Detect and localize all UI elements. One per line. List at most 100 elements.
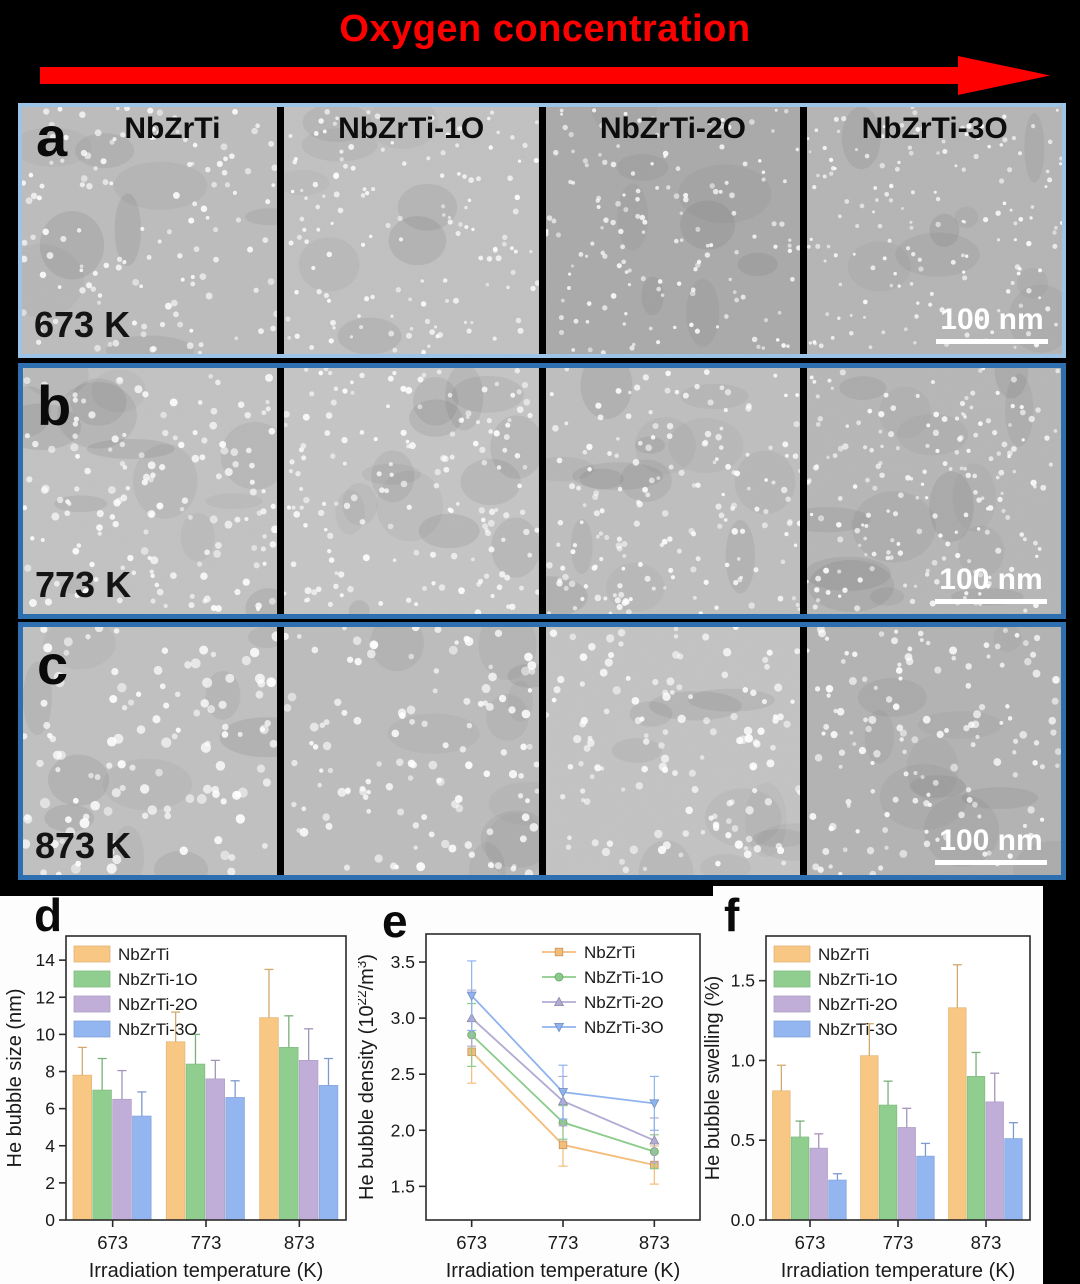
scale-bar-label: 100 nm	[940, 302, 1044, 336]
svg-text:NbZrTi-3O: NbZrTi-3O	[118, 1020, 198, 1039]
column-header-nbzrti-1o: NbZrTi-1O	[338, 112, 485, 145]
scale-bar: 100 nm	[936, 302, 1048, 344]
svg-text:1.0: 1.0	[731, 1050, 756, 1070]
svg-text:673: 673	[97, 1232, 128, 1253]
tem-image-a-nbzrti: NbZrTi a 673 K	[22, 107, 277, 354]
panel-letter-a: a	[36, 107, 68, 168]
tem-micrograph-texture	[23, 627, 278, 875]
svg-text:12: 12	[36, 987, 55, 1007]
svg-text:8: 8	[45, 1062, 55, 1082]
svg-text:3.5: 3.5	[391, 952, 415, 972]
oxygen-gradient-arrow-icon	[40, 56, 1050, 95]
tem-image-b-nbzrti-2o	[545, 368, 800, 614]
line-chart-he-bubble-density: 1.5 2.0 2.5 3.0 3.5 673 773 873 Irradiation temp…	[358, 933, 701, 1282]
scale-bar-label: 100 nm	[939, 823, 1043, 857]
svg-text:NbZrTi: NbZrTi	[818, 945, 869, 964]
micrograph-row-a: NbZrTi a 673 K NbZrTi-1O NbZrTi-2O NbZrTi-3O 1…	[18, 103, 1066, 358]
panel-letter-d: d	[34, 889, 63, 941]
column-header-nbzrti: NbZrTi	[124, 112, 221, 145]
temperature-label: 873 K	[35, 825, 132, 866]
panel-letter-f: f	[724, 889, 740, 941]
tem-micrograph-texture	[545, 627, 800, 875]
svg-text:He bubble swelling (%): He bubble swelling (%)	[702, 976, 724, 1181]
tem-micrograph-texture	[284, 627, 539, 875]
svg-text:0.0: 0.0	[731, 1210, 756, 1230]
svg-text:2.5: 2.5	[391, 1064, 415, 1084]
panel-letter-e: e	[382, 895, 408, 947]
svg-text:0.5: 0.5	[731, 1130, 755, 1150]
tem-micrograph-texture	[545, 368, 800, 614]
svg-text:NbZrTi: NbZrTi	[118, 945, 169, 964]
svg-text:2.0: 2.0	[391, 1120, 416, 1140]
svg-text:1.5: 1.5	[731, 971, 755, 991]
tem-micrograph-texture	[23, 368, 278, 614]
micrograph-row-b: b 773 K 100 nm	[18, 363, 1066, 619]
svg-text:NbZrTi-2O: NbZrTi-2O	[118, 995, 198, 1014]
tem-micrograph-texture	[807, 107, 1062, 354]
tem-image-c-nbzrti-3o: 100 nm	[806, 627, 1061, 875]
svg-text:NbZrTi-2O: NbZrTi-2O	[818, 995, 898, 1014]
charts-section: d e f 0 2 4 6 8 10 12 14 673 773 873 Irradiation te…	[0, 884, 1080, 1284]
svg-text:773: 773	[191, 1232, 222, 1253]
bar-chart-he-bubble-swelling: 0.0 0.5 1.0 1.5 673 773 873 Irradiation tempera…	[702, 935, 1031, 1282]
panel-letter-c: c	[37, 633, 69, 696]
tem-micrograph-texture	[545, 107, 801, 354]
tem-micrograph-texture	[806, 368, 1061, 614]
scale-bar: 100 nm	[935, 823, 1047, 865]
svg-text:Irradiation temperature (K): Irradiation temperature (K)	[781, 1260, 1016, 1282]
svg-text:Irradiation temperature (K): Irradiation temperature (K)	[446, 1260, 681, 1282]
tem-image-a-nbzrti-1o: NbZrTi-1O	[283, 107, 539, 354]
svg-text:NbZrTi-1O: NbZrTi-1O	[118, 970, 198, 989]
svg-text:NbZrTi-1O: NbZrTi-1O	[818, 970, 898, 989]
svg-text:773: 773	[548, 1232, 579, 1253]
scale-bar-line	[935, 860, 1047, 865]
tem-image-b-nbzrti-1o	[284, 368, 539, 614]
tem-micrograph-texture	[22, 107, 277, 354]
svg-text:2: 2	[45, 1173, 55, 1193]
svg-text:3.0: 3.0	[391, 1008, 416, 1028]
svg-text:6: 6	[45, 1099, 55, 1119]
svg-text:873: 873	[284, 1232, 315, 1253]
bar-chart-he-bubble-size: 0 2 4 6 8 10 12 14 673 773 873 Irradiation temperat…	[4, 935, 347, 1282]
svg-text:He bubble density (1022​/m3​): He bubble density (1022​/m3​)	[358, 954, 378, 1200]
scale-bar-line	[935, 599, 1047, 604]
tem-image-a-nbzrti-2o: NbZrTi-2O	[545, 107, 801, 354]
svg-text:673: 673	[795, 1232, 826, 1253]
column-header-nbzrti-2o: NbZrTi-2O	[599, 112, 746, 145]
scale-bar: 100 nm	[935, 562, 1047, 604]
svg-text:Irradiation temperature (K): Irradiation temperature (K)	[89, 1260, 324, 1282]
tem-image-b-nbzrti: b 773 K	[23, 368, 278, 614]
svg-text:4: 4	[45, 1136, 55, 1156]
svg-text:He bubble size (nm): He bubble size (nm)	[4, 989, 26, 1168]
column-header-nbzrti-3o: NbZrTi-3O	[861, 112, 1008, 145]
micrograph-row-c: c 873 K 100 nm	[18, 622, 1066, 880]
temperature-label: 673 K	[34, 304, 131, 345]
tem-image-a-nbzrti-3o: NbZrTi-3O 100 nm	[807, 107, 1062, 354]
figure-title: Oxygen concentration	[339, 8, 751, 50]
svg-text:873: 873	[639, 1232, 670, 1253]
svg-text:NbZrTi-1O: NbZrTi-1O	[584, 968, 664, 987]
svg-text:873: 873	[971, 1232, 1002, 1253]
temperature-label: 773 K	[35, 564, 132, 605]
svg-text:NbZrTi-2O: NbZrTi-2O	[584, 993, 664, 1012]
scale-bar-line	[936, 339, 1048, 344]
tem-image-c-nbzrti-2o	[545, 627, 800, 875]
svg-text:NbZrTi-3O: NbZrTi-3O	[584, 1018, 664, 1037]
svg-text:673: 673	[456, 1232, 487, 1253]
scale-bar-label: 100 nm	[939, 562, 1043, 596]
svg-text:NbZrTi-3O: NbZrTi-3O	[818, 1020, 898, 1039]
svg-text:NbZrTi: NbZrTi	[584, 943, 635, 962]
tem-micrograph-texture	[283, 107, 539, 354]
tem-micrograph-texture	[284, 368, 539, 614]
svg-text:1.5: 1.5	[391, 1176, 415, 1196]
svg-text:773: 773	[883, 1232, 914, 1253]
tem-micrograph-texture	[806, 627, 1061, 875]
tem-image-c-nbzrti: c 873 K	[23, 627, 278, 875]
tem-image-b-nbzrti-3o: 100 nm	[806, 368, 1061, 614]
tem-image-c-nbzrti-1o	[284, 627, 539, 875]
svg-text:0: 0	[45, 1210, 55, 1230]
svg-text:10: 10	[36, 1024, 56, 1044]
svg-text:14: 14	[36, 950, 56, 970]
panel-letter-b: b	[37, 374, 72, 437]
